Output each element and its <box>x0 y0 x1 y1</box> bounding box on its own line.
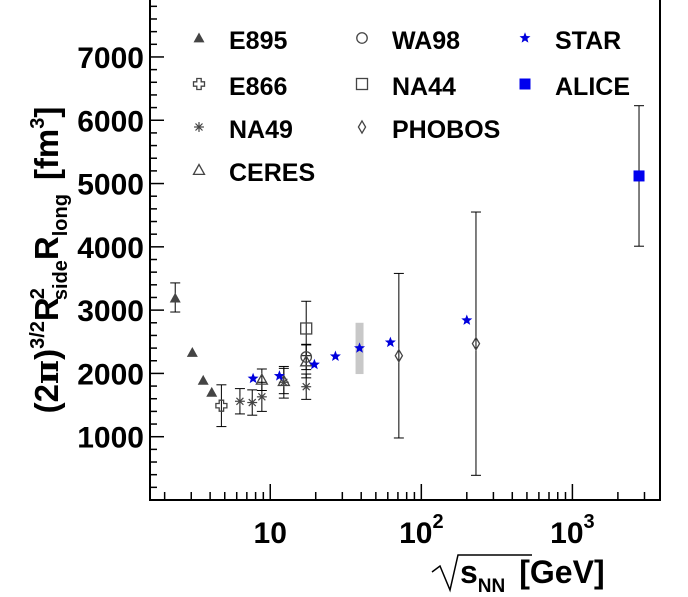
open-diamond-marker <box>471 336 481 351</box>
cross-marker <box>192 77 206 91</box>
legend-marker-e895 <box>193 32 205 43</box>
asterisk-stroke <box>236 397 244 406</box>
data-point-na49 <box>234 396 245 407</box>
legend-label-phobos: PHOBOS <box>392 116 500 144</box>
data-point-star <box>247 372 259 384</box>
open-circle-marker <box>356 32 368 44</box>
open-diamond-marker <box>357 119 367 135</box>
open-diamond-marker <box>394 348 404 364</box>
asterisk-stroke <box>257 392 266 401</box>
legend-label-e895: E895 <box>229 27 287 55</box>
data-point-e895 <box>206 386 218 397</box>
y-axis-label: (2π)3/2R2sideRlong[fm3] <box>27 107 72 414</box>
open-triangle-marker <box>255 372 269 385</box>
triangle-marker <box>193 32 205 43</box>
legend-label-na49: NA49 <box>229 116 293 144</box>
x-tick-label: 103 <box>550 511 595 550</box>
legend-marker-phobos <box>357 119 367 135</box>
legend-marker-na49 <box>194 122 204 132</box>
y-tick-label: 5000 <box>77 169 144 202</box>
y-tick-label: 6000 <box>77 105 144 138</box>
x-tick-label: 102 <box>399 511 444 550</box>
triangle-marker <box>186 347 198 357</box>
plot-frame <box>149 0 661 501</box>
data-point-star <box>273 370 285 381</box>
data-point-e895 <box>197 374 209 385</box>
data-point-star <box>354 342 366 353</box>
star-marker <box>461 314 473 325</box>
data-point-na44 <box>300 322 313 335</box>
svg-text:sNN[GeV]: sNN [GeV] <box>460 554 605 597</box>
open-circle-marker <box>300 351 313 363</box>
legend-label-ceres: CERES <box>229 159 315 187</box>
star-marker <box>519 32 531 43</box>
legend-label-star: STAR <box>555 27 621 55</box>
data-point-phobos <box>394 348 404 364</box>
open-square-marker <box>300 322 313 335</box>
square-marker <box>633 170 645 182</box>
data-point-star <box>308 358 320 370</box>
x-axis-label: sNN [GeV] <box>431 554 605 597</box>
legend-marker-wa98 <box>356 32 368 44</box>
star-marker <box>273 370 285 381</box>
legend-marker-ceres <box>192 163 206 176</box>
data-point-wa98 <box>300 351 313 363</box>
star-marker <box>384 336 396 348</box>
data-point-na49 <box>247 397 258 408</box>
data-point-star <box>329 350 341 361</box>
data-point-star <box>384 336 396 348</box>
data-point-ceres <box>277 374 291 387</box>
y-tick-label: 7000 <box>77 42 144 75</box>
legend-marker-na44 <box>355 77 369 91</box>
data-point-alice <box>633 170 645 182</box>
open-triangle-marker <box>192 163 206 176</box>
data-point-star <box>461 314 473 325</box>
x-tick-labels: 10 102 103 <box>254 511 595 550</box>
data-point-na49 <box>301 381 312 392</box>
triangle-marker <box>169 292 181 303</box>
star-marker <box>354 342 366 353</box>
legend: E895 E866 NA49 CERES WA98 NA44 PHOBOS STAR ALICE <box>192 27 630 187</box>
y-tick-label: 3000 <box>77 295 144 328</box>
data-point-na49 <box>256 391 267 402</box>
x-tick-label: 10 <box>254 517 287 550</box>
asterisk-stroke <box>302 382 311 391</box>
axis-ticks <box>150 5 646 501</box>
data-markers <box>169 170 645 412</box>
y-tick-label: 1000 <box>77 422 144 455</box>
legend-label-e866: E866 <box>229 73 287 101</box>
legend-label-alice: ALICE <box>555 73 630 101</box>
triangle-marker <box>206 386 218 397</box>
legend-marker-e866 <box>192 77 206 91</box>
data-point-e866 <box>215 399 228 412</box>
legend-marker-star <box>519 32 531 43</box>
legend-marker-alice <box>519 78 531 90</box>
data-point-phobos <box>471 336 481 351</box>
data-point-e895 <box>186 347 198 357</box>
data-point-ceres <box>255 372 269 385</box>
sqrt-sign-icon <box>431 554 532 593</box>
y-tick-label: 4000 <box>77 232 144 265</box>
star-marker <box>329 350 341 361</box>
square-marker <box>519 78 531 90</box>
y-tick-label: 2000 <box>77 358 144 391</box>
triangle-marker <box>197 374 209 385</box>
open-triangle-marker <box>277 374 291 387</box>
y-tick-labels: 1000 2000 3000 4000 5000 6000 7000 <box>77 42 144 455</box>
asterisk-stroke <box>195 123 203 131</box>
legend-label-na44: NA44 <box>392 73 456 101</box>
open-square-marker <box>355 77 369 91</box>
svg-text:(2π)3/2R2sideRlong[fm3]: (2π)3/2R2sideRlong[fm3] <box>27 107 72 414</box>
asterisk-stroke <box>248 398 257 407</box>
star-marker <box>308 358 320 370</box>
star-marker <box>247 372 259 384</box>
data-point-e895 <box>169 292 181 303</box>
cross-marker <box>215 399 228 412</box>
legend-label-wa98: WA98 <box>392 27 460 55</box>
